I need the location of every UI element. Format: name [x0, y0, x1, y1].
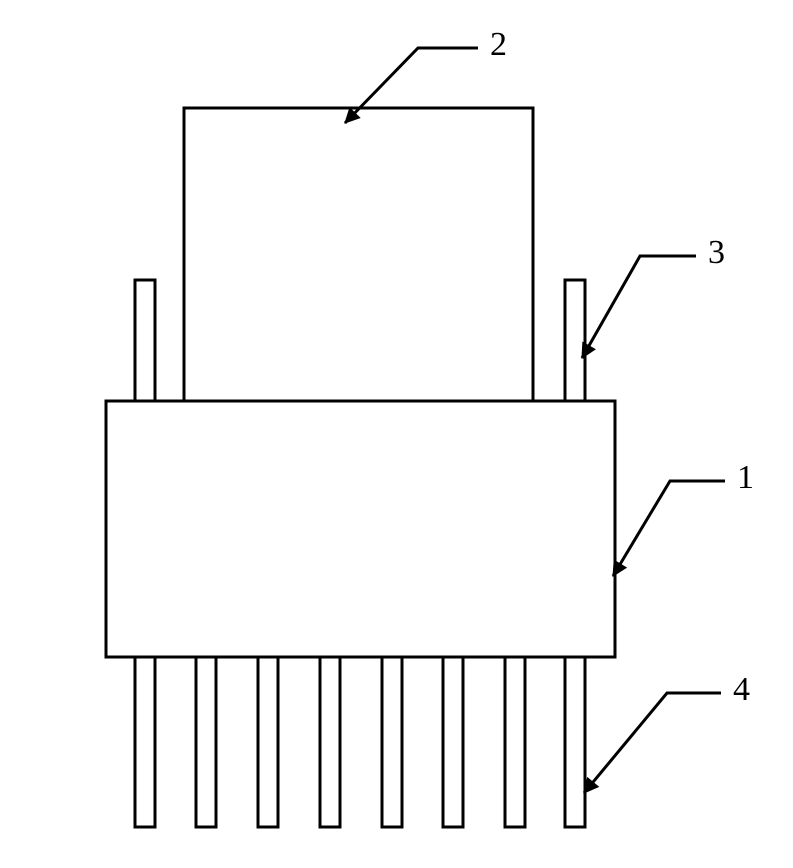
bottom-post-7 [505, 657, 525, 827]
bottom-post-6 [443, 657, 463, 827]
technical-diagram: 2 3 1 4 [0, 0, 793, 868]
callout-label-2: 2 [490, 26, 507, 63]
bottom-post-3 [258, 657, 278, 827]
bottom-post-2 [196, 657, 216, 827]
leader-line-1 [613, 481, 725, 576]
callout-label-3: 3 [708, 234, 725, 271]
leader-line-3 [582, 256, 696, 358]
base-block [106, 401, 615, 657]
callout-label-1: 1 [737, 459, 754, 496]
top-post-1 [135, 280, 155, 401]
bottom-post-4 [320, 657, 340, 827]
upper-block [184, 108, 533, 401]
bottom-post-8 [565, 657, 585, 827]
top-post-2 [565, 280, 585, 401]
callout-label-4: 4 [733, 671, 750, 708]
bottom-post-1 [135, 657, 155, 827]
bottom-post-5 [382, 657, 402, 827]
leader-line-4 [584, 693, 721, 793]
